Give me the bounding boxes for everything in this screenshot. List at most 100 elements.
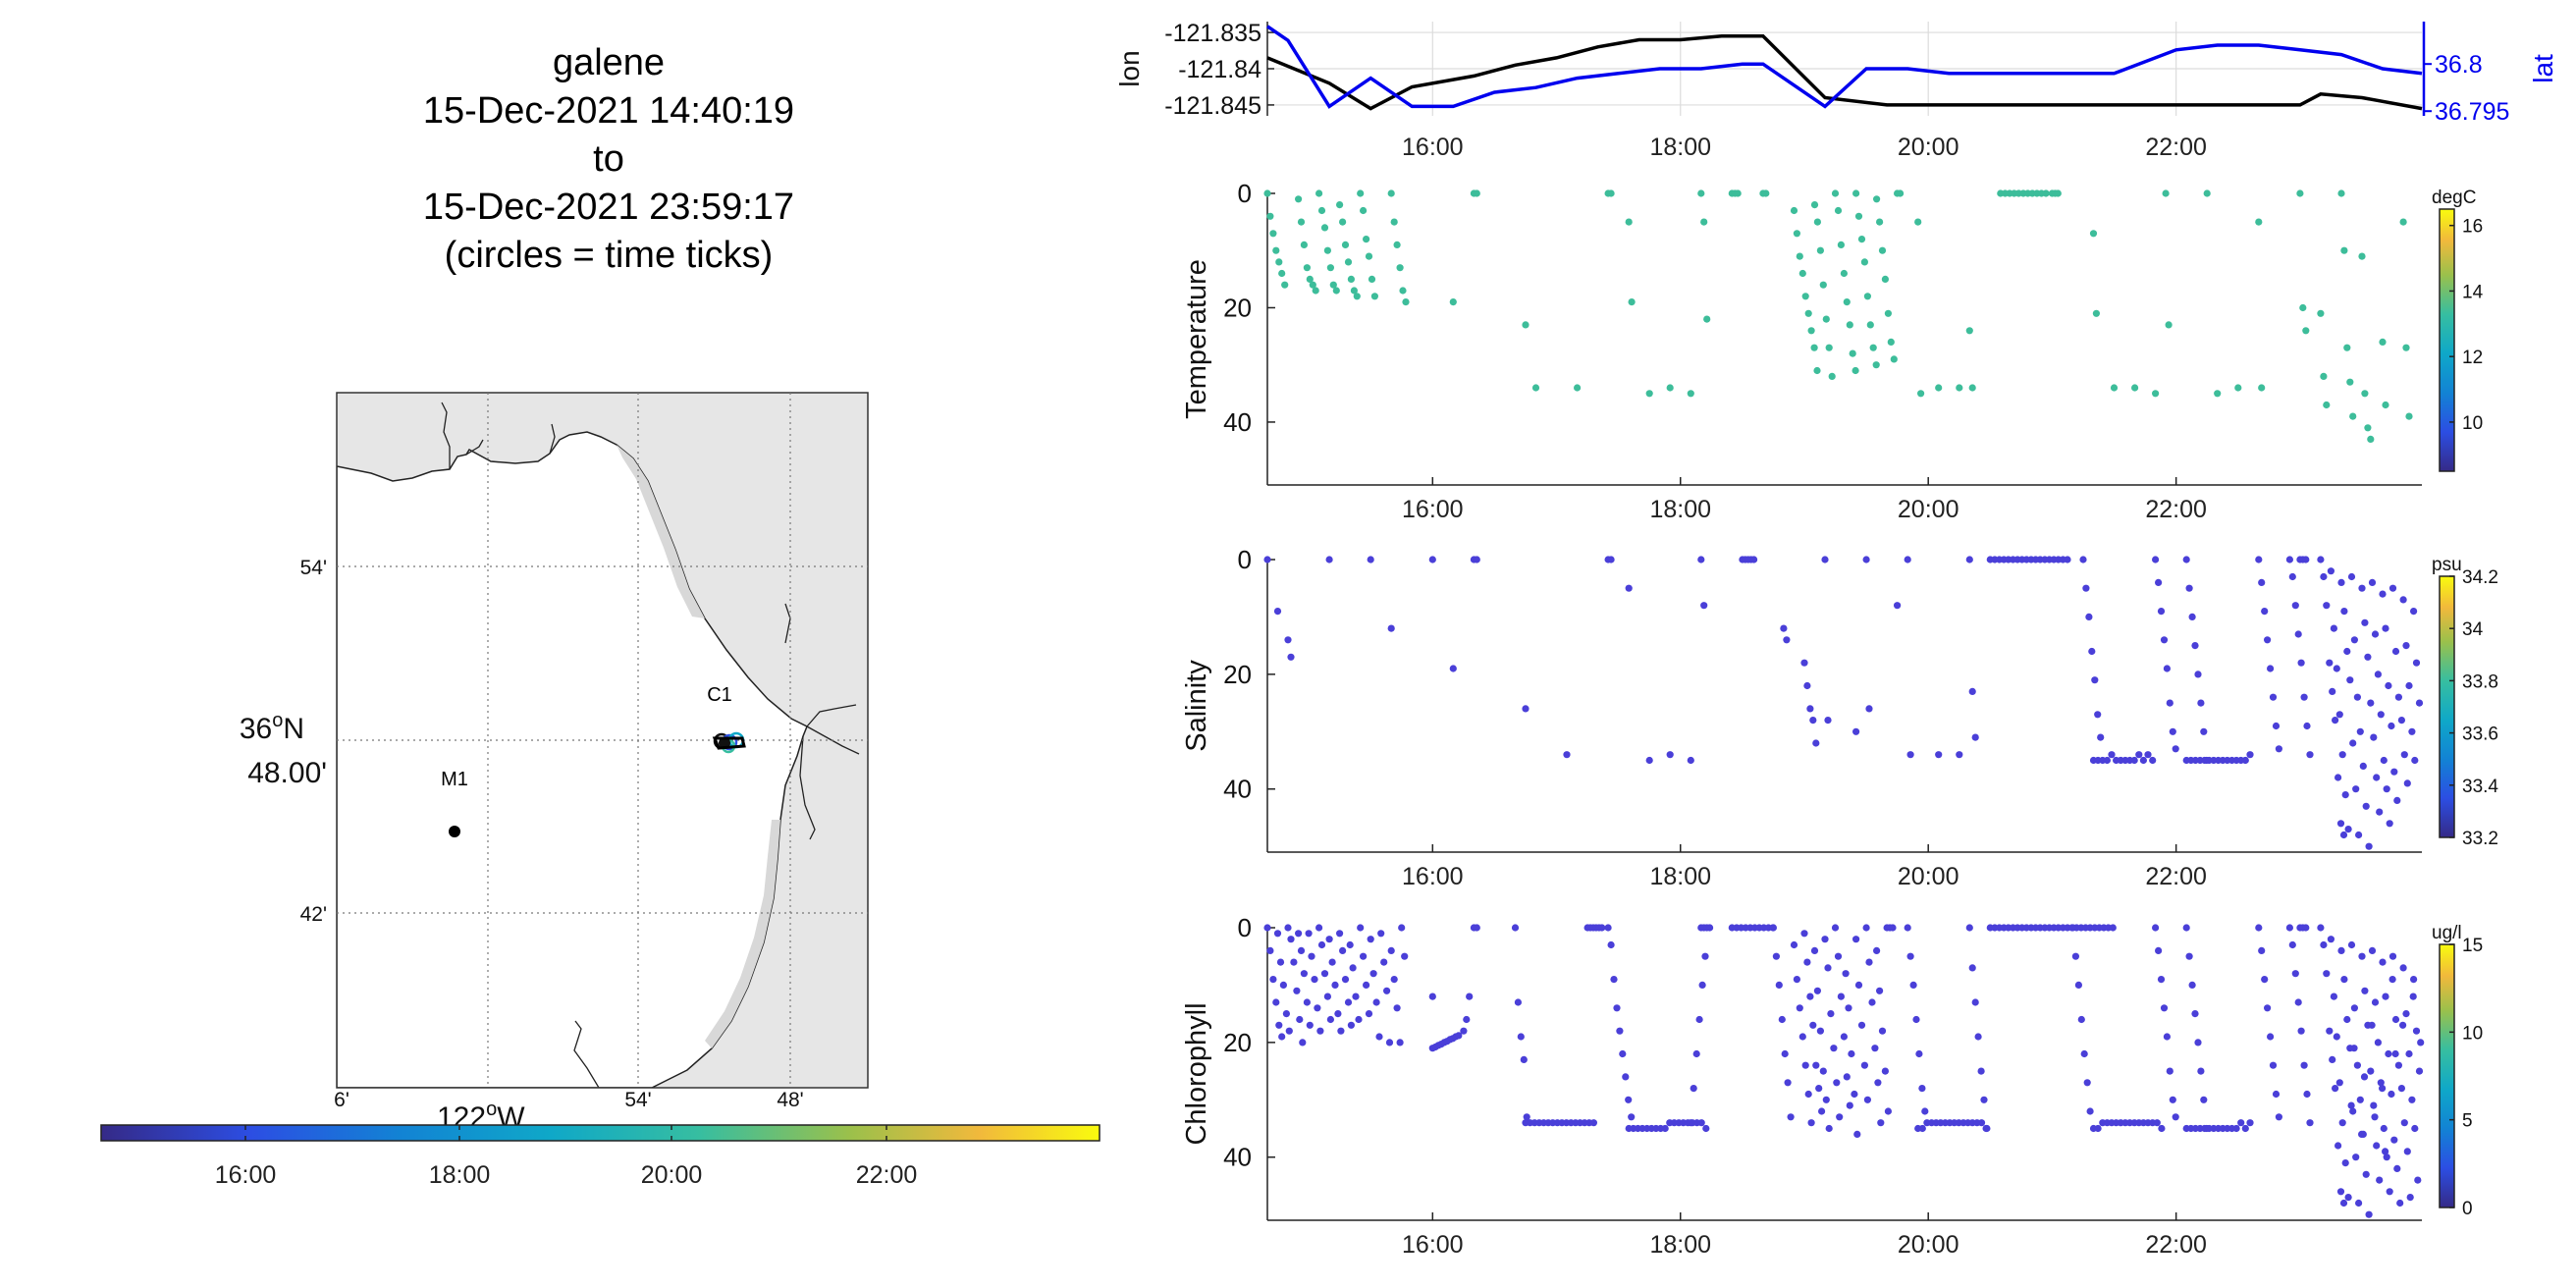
temperature-panel: 0 20 40 16:00 18:00 20:00 22:00 Temperature 10 12…	[1181, 179, 2484, 523]
data-point	[1909, 981, 1917, 990]
data-point	[2394, 1061, 2402, 1069]
data-point	[2194, 671, 2202, 678]
data-point	[1819, 1067, 1827, 1075]
data-point	[1372, 998, 1380, 1006]
data-point	[1273, 608, 1282, 616]
data-point	[1853, 1130, 1861, 1138]
to-label: to	[593, 138, 624, 180]
data-point	[2380, 756, 2388, 765]
data-point	[1822, 315, 1830, 323]
colorbar-tick-label: 33.4	[2462, 777, 2498, 797]
data-point	[2064, 556, 2071, 564]
data-point	[1854, 212, 1863, 220]
panel-colorbar	[2439, 575, 2455, 838]
data-point	[2163, 665, 2171, 672]
data-point	[1825, 344, 1833, 351]
data-point	[1625, 218, 1633, 226]
data-point	[1701, 952, 1709, 960]
data-point	[2379, 338, 2387, 346]
data-point	[2285, 924, 2293, 932]
data-point	[2182, 556, 2190, 564]
data-point	[2130, 756, 2138, 765]
data-point	[1810, 344, 1818, 351]
data-point	[2349, 1107, 2357, 1115]
data-point	[1314, 1004, 1321, 1012]
data-point	[1311, 976, 1318, 984]
data-point	[2302, 924, 2310, 932]
data-point	[1809, 1021, 1817, 1029]
colorbar-unit: psu	[2432, 555, 2462, 575]
data-point	[2288, 940, 2296, 949]
map-title: galene 15-Dec-2021 14:40:19 to 15-Dec-20…	[324, 39, 893, 280]
data-point	[2144, 751, 2152, 759]
data-point	[1917, 390, 1925, 398]
data-point	[2294, 630, 2302, 638]
colorbar-tick-label: 33.8	[2462, 671, 2498, 692]
data-point	[1290, 958, 1298, 966]
data-point	[1790, 940, 1798, 949]
data-point	[2275, 745, 2282, 753]
data-point	[2352, 785, 2360, 793]
data-point	[1822, 1096, 1830, 1103]
data-point	[1275, 1021, 1283, 1029]
data-point	[2346, 1045, 2354, 1052]
data-point	[1357, 189, 1365, 197]
data-point	[2337, 578, 2345, 587]
data-point	[2388, 584, 2397, 592]
data-point	[1325, 556, 1333, 564]
data-point	[2382, 401, 2389, 409]
colorbar-tick-label: 10	[2462, 413, 2483, 434]
data-point	[2390, 768, 2398, 776]
pos-ytick-right-label: 36.8	[2435, 51, 2483, 79]
data-point	[2160, 636, 2169, 644]
data-point	[1460, 1027, 1468, 1035]
data-point	[1800, 659, 1808, 667]
data-point	[1377, 930, 1385, 938]
data-point	[2320, 572, 2328, 581]
data-point	[1854, 981, 1863, 990]
colorbar-tick-label: 12	[2462, 348, 2483, 368]
data-point	[1598, 924, 1606, 932]
data-point	[2267, 1033, 2275, 1041]
data-point	[2302, 327, 2310, 335]
panel-xtick-label: 16:00	[1402, 1231, 1464, 1259]
data-point	[1347, 1021, 1355, 1029]
data-point	[1977, 1067, 1985, 1075]
data-point	[2200, 727, 2208, 735]
colorbar-tick-label: 15	[2462, 936, 2483, 956]
data-point	[1816, 1027, 1824, 1035]
data-point	[2370, 733, 2378, 741]
data-point	[1836, 1113, 1844, 1121]
data-point	[1326, 1015, 1334, 1024]
data-point	[2162, 189, 2170, 197]
data-point	[1610, 976, 1618, 984]
data-point	[2377, 1079, 2385, 1087]
colorbar-tick-label: 14	[2462, 282, 2484, 302]
data-point	[2344, 1194, 2352, 1202]
data-point	[1968, 384, 1976, 392]
data-point	[1666, 384, 1674, 392]
data-point	[2246, 1119, 2254, 1127]
data-point	[2349, 412, 2357, 420]
data-point	[1331, 981, 1339, 990]
data-point	[1869, 344, 1877, 351]
data-point	[1360, 952, 1368, 960]
data-point	[2358, 252, 2366, 260]
data-point	[1263, 924, 1271, 932]
data-point	[1390, 218, 1398, 226]
data-point	[2390, 1136, 2398, 1144]
data-point	[1337, 1027, 1345, 1035]
pos-ytick-label: -121.835	[1164, 20, 1261, 47]
data-point	[1363, 981, 1370, 990]
colorbar-tick-label: 5	[2462, 1111, 2473, 1132]
data-point	[1574, 384, 1582, 392]
data-point	[1871, 1045, 1879, 1052]
data-point	[2188, 613, 2196, 621]
data-point	[1848, 1049, 1855, 1058]
data-point	[2297, 659, 2305, 667]
data-point	[1810, 201, 1819, 209]
data-point	[2365, 1210, 2373, 1218]
data-point	[1344, 258, 1353, 266]
data-point	[1522, 321, 1530, 329]
data-point	[1912, 1015, 1920, 1024]
